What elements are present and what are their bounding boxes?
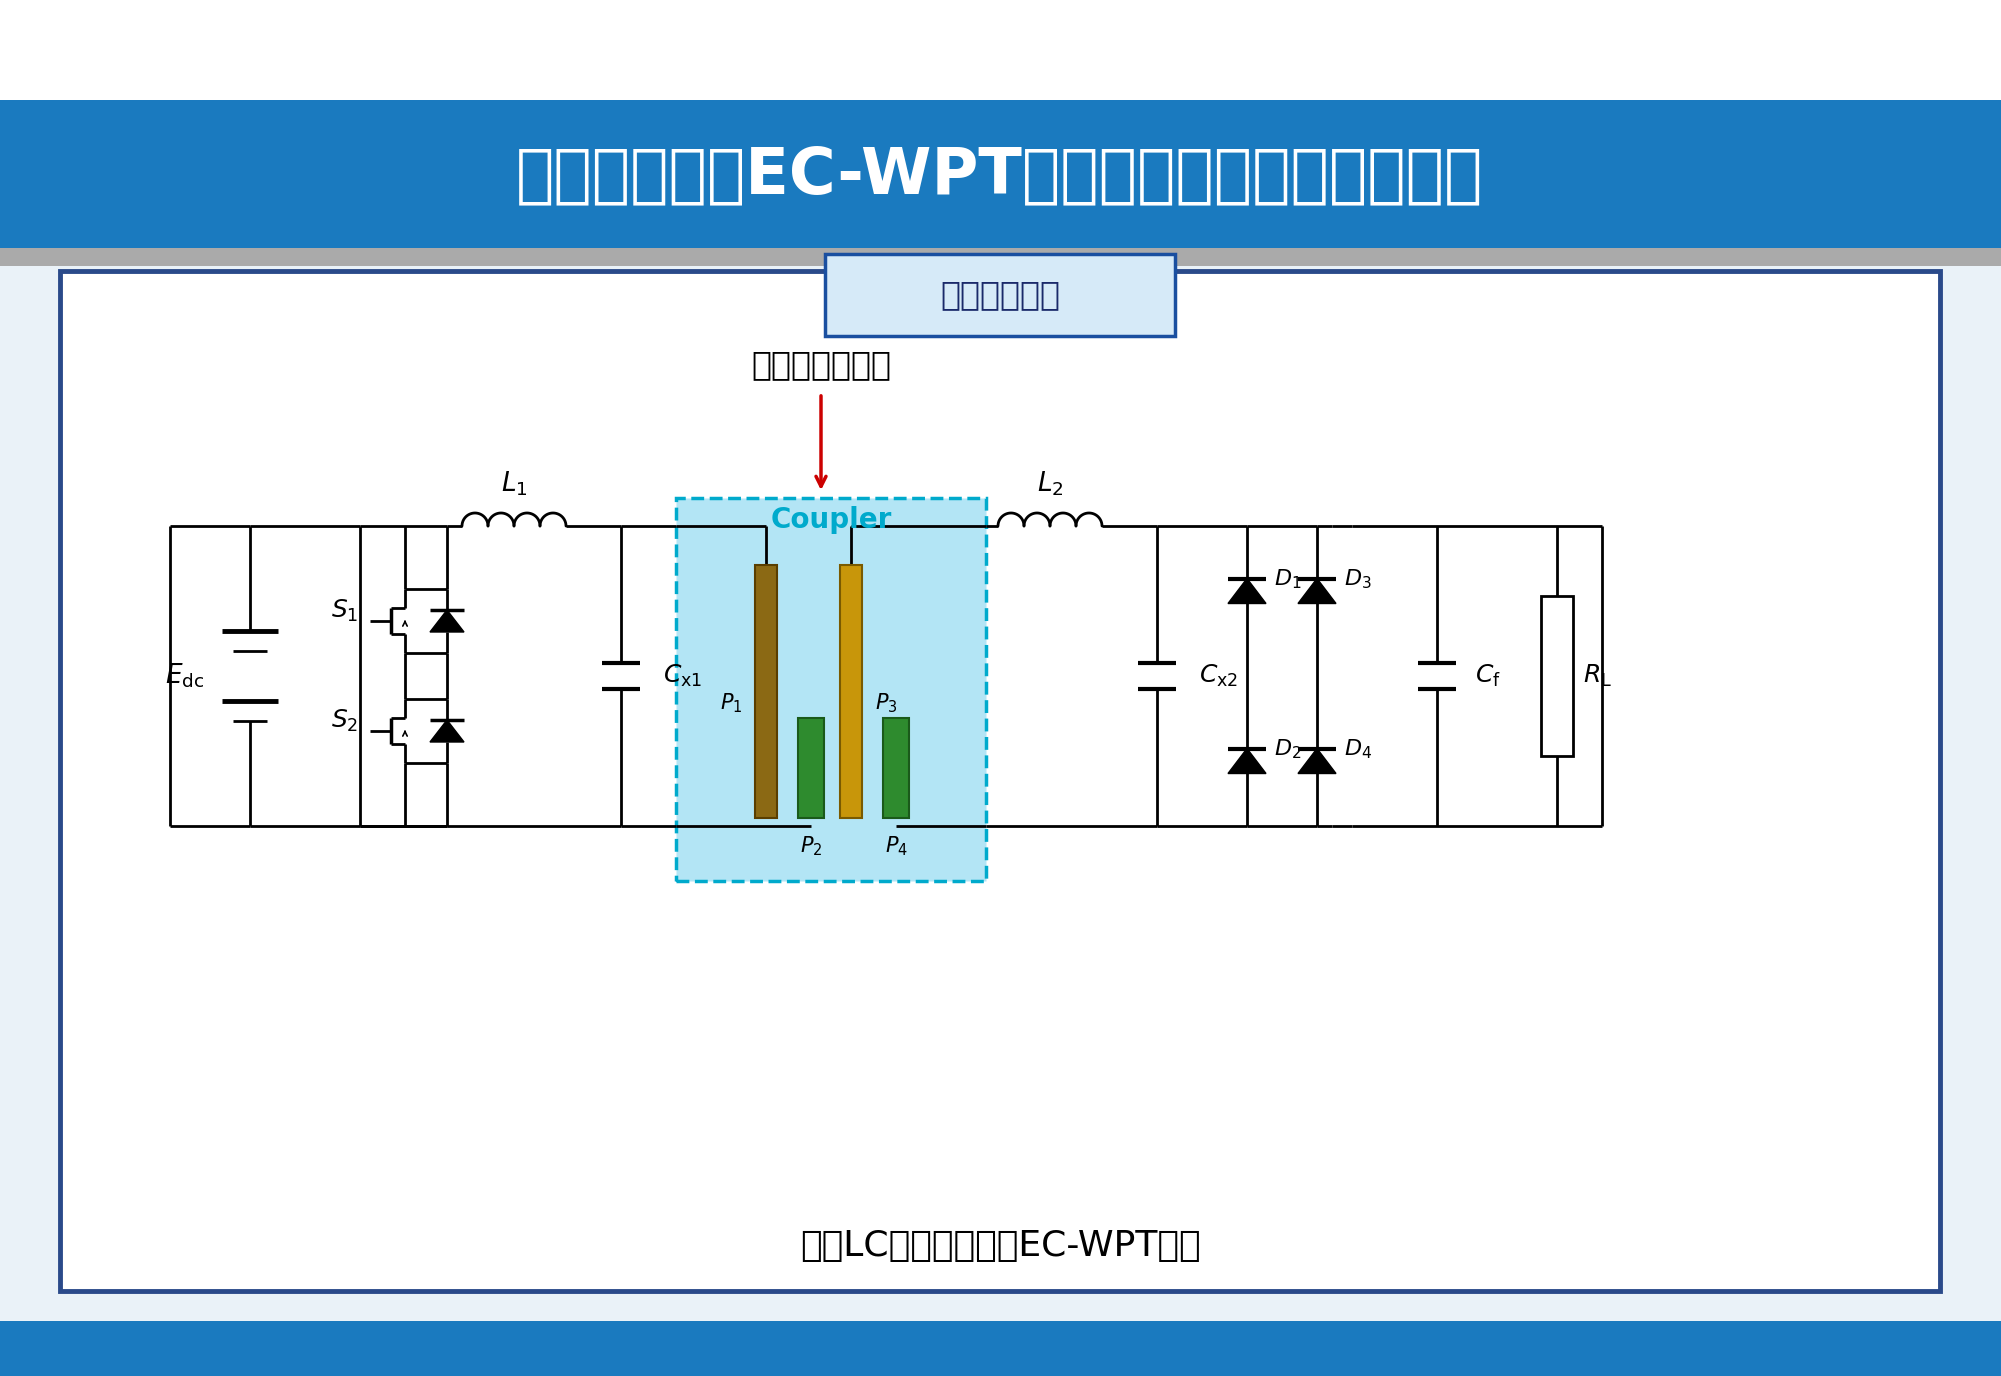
Bar [0, 1321, 2001, 1376]
Text: $P_3$: $P_3$ [874, 691, 896, 716]
Text: $C_{\rm f}$: $C_{\rm f}$ [1475, 663, 1501, 689]
Text: $C_{\rm x2}$: $C_{\rm x2}$ [1199, 663, 1239, 689]
Bar [1541, 596, 1573, 755]
Text: 系统电路结构: 系统电路结构 [940, 278, 1061, 311]
Bar [0, 0, 2001, 100]
Text: 研究成果四：EC-WPT系统的参数设计及优化方法: 研究成果四：EC-WPT系统的参数设计及优化方法 [516, 144, 1483, 206]
Text: 双侧LC补偿的半桥式EC-WPT系统: 双侧LC补偿的半桥式EC-WPT系统 [800, 1229, 1201, 1263]
Bar [882, 717, 908, 817]
Polygon shape [430, 720, 464, 742]
Bar [0, 248, 2001, 266]
Text: $P_4$: $P_4$ [884, 834, 908, 857]
Polygon shape [1229, 749, 1267, 773]
Bar [840, 566, 862, 817]
Polygon shape [1299, 749, 1337, 773]
Text: 套筒位置可变化: 套筒位置可变化 [750, 348, 890, 381]
Text: $D_3$: $D_3$ [1345, 567, 1371, 590]
Bar [0, 266, 2001, 1321]
Text: $D_1$: $D_1$ [1275, 567, 1301, 590]
Polygon shape [430, 610, 464, 632]
Text: $S_2$: $S_2$ [332, 707, 358, 735]
Text: $E_{\rm dc}$: $E_{\rm dc}$ [166, 662, 204, 691]
FancyBboxPatch shape [824, 255, 1175, 336]
Text: $S_1$: $S_1$ [332, 599, 358, 625]
Bar [754, 566, 776, 817]
Bar [0, 100, 2001, 250]
Polygon shape [1229, 578, 1267, 604]
Text: $L_2$: $L_2$ [1037, 469, 1063, 498]
Text: $L_1$: $L_1$ [500, 469, 528, 498]
FancyBboxPatch shape [60, 271, 1941, 1291]
Text: $D_4$: $D_4$ [1345, 738, 1373, 761]
Bar [798, 717, 824, 817]
Text: $D_2$: $D_2$ [1275, 738, 1301, 761]
Polygon shape [1299, 578, 1337, 604]
Text: $C_{\rm x1}$: $C_{\rm x1}$ [662, 663, 702, 689]
FancyBboxPatch shape [676, 498, 986, 881]
Text: $P_2$: $P_2$ [800, 834, 822, 857]
Text: $R_{\rm L}$: $R_{\rm L}$ [1583, 663, 1613, 689]
Text: Coupler: Coupler [770, 506, 892, 534]
Text: $P_1$: $P_1$ [720, 691, 742, 716]
